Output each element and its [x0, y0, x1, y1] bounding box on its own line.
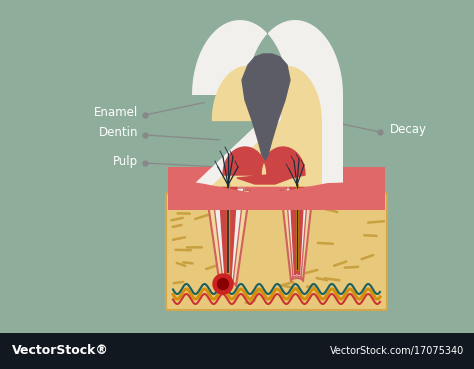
- Polygon shape: [242, 54, 290, 160]
- FancyBboxPatch shape: [166, 193, 387, 310]
- Polygon shape: [206, 190, 250, 286]
- Text: VectorStock.com/17075340: VectorStock.com/17075340: [330, 346, 464, 356]
- Text: Dentin: Dentin: [99, 127, 138, 139]
- Polygon shape: [286, 188, 308, 278]
- Polygon shape: [290, 187, 304, 275]
- Polygon shape: [212, 66, 321, 186]
- Polygon shape: [212, 188, 244, 282]
- Polygon shape: [168, 167, 385, 201]
- Text: Enamel: Enamel: [94, 107, 138, 120]
- Polygon shape: [168, 182, 385, 210]
- Text: Decay: Decay: [390, 124, 427, 137]
- Polygon shape: [219, 187, 237, 278]
- Text: Pulp: Pulp: [113, 155, 138, 168]
- Bar: [0, 333, 474, 369]
- Polygon shape: [192, 20, 343, 186]
- Polygon shape: [281, 190, 313, 281]
- Polygon shape: [223, 147, 305, 184]
- Text: VectorStock®: VectorStock®: [12, 345, 109, 358]
- Circle shape: [218, 279, 228, 290]
- Circle shape: [213, 274, 233, 294]
